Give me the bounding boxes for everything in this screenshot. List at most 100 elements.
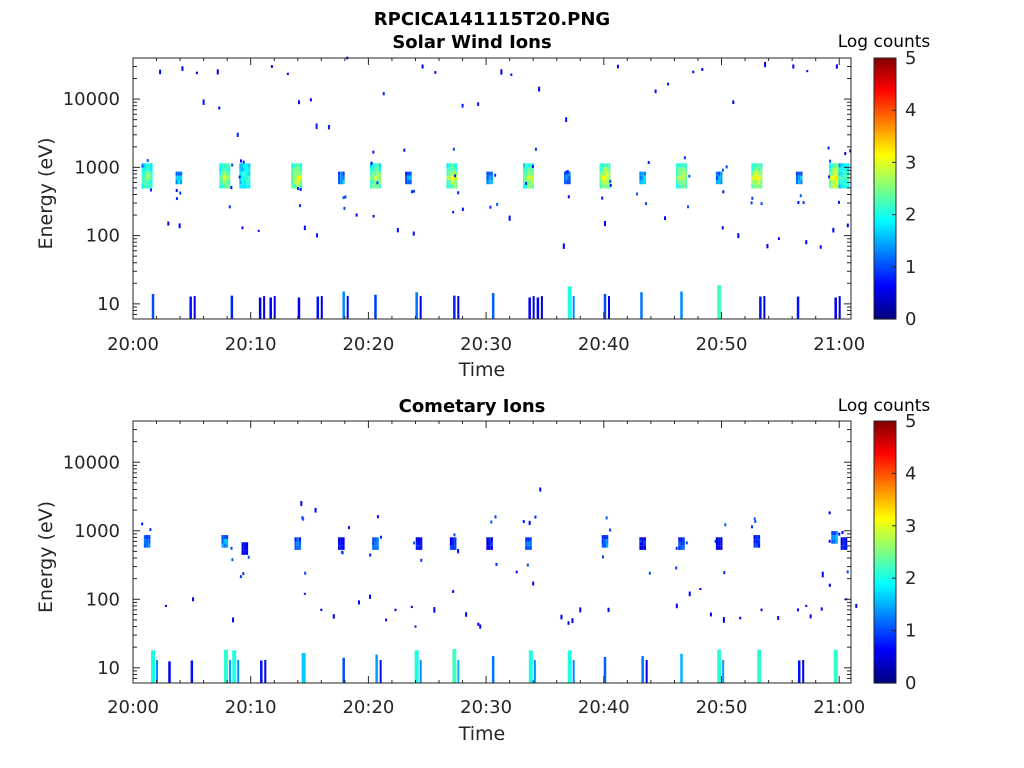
- heatmap-cell: [842, 537, 846, 542]
- heatmap-cell: [273, 296, 276, 319]
- colorbar-segment: [874, 300, 896, 304]
- colorbar-segment: [874, 583, 896, 587]
- heatmap-cell: [413, 541, 416, 545]
- heatmap-cell: [720, 171, 723, 176]
- heatmap-cell: [571, 618, 574, 624]
- heatmap-cell: [522, 184, 526, 189]
- colorbar-segment: [874, 586, 896, 590]
- heatmap-cell: [678, 163, 681, 168]
- colorbar-segment: [874, 251, 896, 255]
- heatmap-cell: [243, 167, 246, 172]
- heatmap-cell: [531, 184, 534, 189]
- heatmap-cell: [231, 163, 234, 167]
- colorbar-segment: [874, 447, 896, 451]
- heatmap-cell: [821, 571, 824, 578]
- heatmap-cell: [847, 167, 850, 172]
- heatmap-cell: [529, 171, 532, 176]
- heatmap-cell: [454, 541, 457, 546]
- heatmap-cell: [534, 147, 537, 151]
- heatmap-cell: [225, 543, 229, 548]
- heatmap-cell: [486, 537, 489, 542]
- heatmap-cell: [721, 226, 724, 230]
- heatmap-cell: [376, 515, 379, 519]
- heatmap-cell: [297, 187, 300, 191]
- heatmap-cell: [148, 535, 151, 540]
- y-axis-title: Energy (eV): [35, 137, 57, 249]
- heatmap-cell: [293, 163, 296, 168]
- colorbar-segment: [874, 253, 896, 257]
- heatmap-cell: [245, 184, 249, 189]
- heatmap-cell: [643, 175, 646, 181]
- heatmap-cell: [527, 163, 530, 168]
- heatmap-cell: [338, 180, 341, 185]
- colorbar-segment: [874, 567, 896, 571]
- colorbar-segment: [874, 667, 896, 671]
- heatmap-cell: [845, 171, 848, 176]
- heatmap-cell: [299, 163, 303, 168]
- heatmap-cell: [294, 541, 297, 546]
- heatmap-cell: [465, 612, 468, 617]
- heatmap-cell: [680, 291, 683, 319]
- heatmap-cell: [490, 180, 493, 185]
- y-tick-label: 10: [97, 294, 120, 315]
- heatmap-cell: [296, 541, 299, 546]
- heatmap-cell: [374, 545, 377, 550]
- heatmap-cell: [643, 537, 646, 542]
- heatmap-cell: [409, 180, 412, 185]
- heatmap-cell: [405, 180, 408, 185]
- heatmap-cell: [845, 167, 848, 172]
- heatmap-cell: [454, 537, 457, 542]
- colorbar-segment: [874, 261, 896, 265]
- heatmap-cell: [417, 537, 421, 542]
- heatmap-cell: [833, 535, 836, 540]
- heatmap-cell: [453, 184, 456, 189]
- heatmap-cell: [529, 537, 532, 542]
- panel-title: Cometary Ions: [399, 396, 546, 417]
- heatmap-cell: [755, 539, 758, 544]
- heatmap-cell: [405, 175, 408, 181]
- heatmap-cell: [299, 180, 303, 185]
- heatmap-cell: [601, 171, 604, 176]
- heatmap-cell: [412, 189, 415, 193]
- heatmap-cell: [189, 296, 192, 319]
- colorbar-segment: [874, 167, 896, 171]
- heatmap-cell: [732, 100, 735, 105]
- heatmap-cell: [181, 66, 184, 71]
- heatmap-cell: [566, 180, 569, 185]
- heatmap-cell: [805, 604, 808, 607]
- heatmap-cell: [369, 184, 373, 189]
- heatmap-cell: [374, 175, 377, 181]
- heatmap-cell: [372, 163, 375, 168]
- heatmap-cell: [434, 71, 437, 74]
- heatmap-cell: [221, 167, 224, 172]
- heatmap-cell: [755, 167, 758, 172]
- heatmap-cell: [242, 160, 245, 164]
- heatmap-cell: [303, 592, 306, 595]
- heatmap-cell: [675, 603, 678, 609]
- heatmap-cell: [835, 184, 838, 189]
- heatmap-cell: [369, 553, 372, 557]
- heatmap-cell: [680, 545, 683, 550]
- heatmap-cell: [798, 180, 801, 185]
- heatmap-cell: [369, 167, 373, 172]
- heatmap-cell: [751, 171, 754, 176]
- heatmap-cell: [522, 167, 526, 172]
- heatmap-cell: [565, 117, 568, 123]
- heatmap-cell: [529, 167, 532, 172]
- y-axis-title: Energy (eV): [35, 501, 57, 613]
- heatmap-cell: [751, 180, 754, 185]
- colorbar-segment: [874, 525, 896, 530]
- heatmap-cell: [144, 536, 147, 540]
- heatmap-cell: [835, 171, 838, 176]
- heatmap-cell: [295, 184, 298, 189]
- heatmap-cell: [757, 167, 761, 172]
- heatmap-cell: [676, 175, 679, 181]
- colorbar-segment: [874, 292, 896, 297]
- heatmap-cell: [302, 517, 305, 521]
- colorbar-segment: [874, 643, 896, 647]
- heatmap-cell: [737, 233, 740, 239]
- colorbar-segment: [874, 138, 896, 143]
- colorbar-segment: [874, 89, 896, 93]
